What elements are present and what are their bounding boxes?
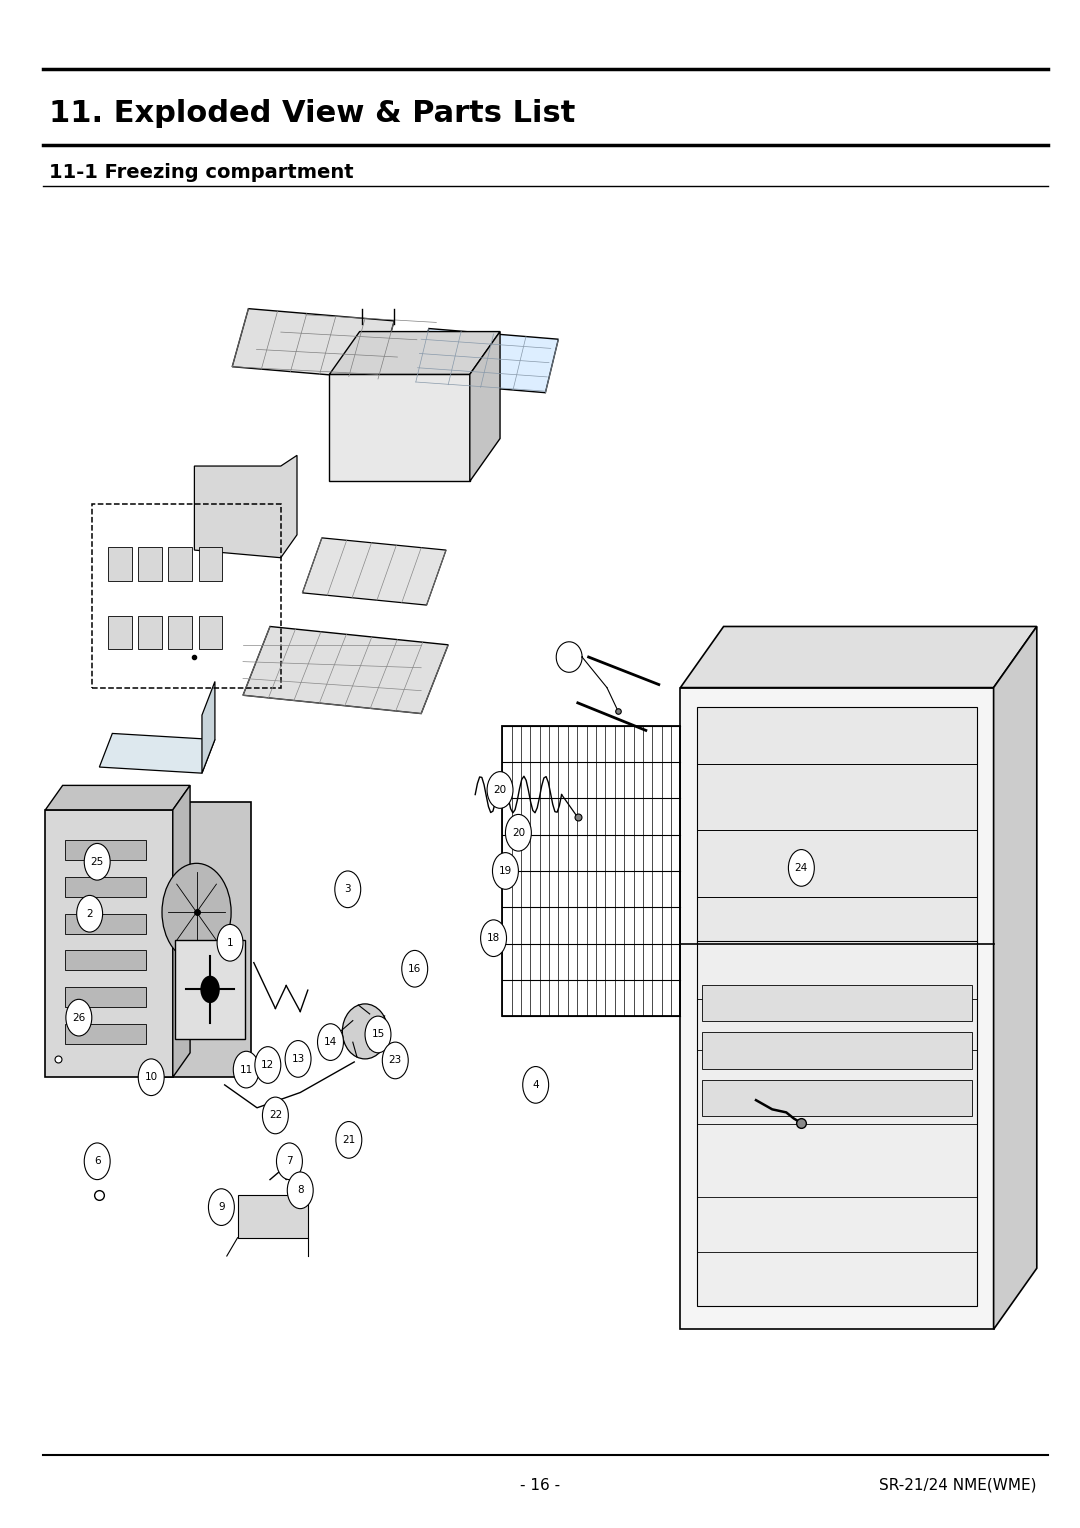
- Text: SR-21/24 NME(WME): SR-21/24 NME(WME): [879, 1478, 1037, 1493]
- Circle shape: [262, 1097, 288, 1134]
- Bar: [92, 504, 281, 688]
- Text: 21: 21: [342, 1135, 355, 1144]
- Circle shape: [77, 895, 103, 932]
- Circle shape: [201, 976, 220, 1002]
- Text: 25: 25: [91, 857, 104, 866]
- Polygon shape: [994, 626, 1037, 1329]
- Polygon shape: [194, 455, 297, 558]
- Bar: [65, 987, 146, 1007]
- Circle shape: [481, 920, 507, 957]
- Text: 1: 1: [227, 938, 233, 947]
- Polygon shape: [202, 681, 215, 773]
- Bar: [168, 616, 192, 649]
- Bar: [329, 374, 470, 481]
- Circle shape: [285, 1041, 311, 1077]
- Bar: [175, 940, 245, 1039]
- Polygon shape: [329, 332, 500, 374]
- Text: - 16 -: - 16 -: [519, 1478, 561, 1493]
- Circle shape: [233, 1051, 259, 1088]
- Text: 11. Exploded View & Parts List: 11. Exploded View & Parts List: [49, 99, 575, 128]
- Circle shape: [276, 1143, 302, 1180]
- Bar: [65, 840, 146, 860]
- Bar: [702, 1031, 972, 1068]
- Bar: [138, 616, 162, 649]
- Text: 19: 19: [499, 866, 512, 876]
- Circle shape: [365, 1016, 391, 1053]
- Text: 16: 16: [408, 964, 421, 973]
- Circle shape: [335, 871, 361, 908]
- Bar: [199, 616, 222, 649]
- Text: 26: 26: [72, 1013, 85, 1022]
- Bar: [702, 1080, 972, 1117]
- Polygon shape: [470, 332, 500, 481]
- Circle shape: [162, 863, 231, 961]
- Bar: [697, 707, 977, 944]
- Text: 4: 4: [532, 1080, 539, 1089]
- Polygon shape: [302, 538, 446, 605]
- Circle shape: [382, 1042, 408, 1079]
- Text: 3: 3: [345, 885, 351, 894]
- Bar: [65, 950, 146, 970]
- Bar: [238, 1195, 308, 1238]
- Bar: [65, 1024, 146, 1044]
- Polygon shape: [99, 733, 215, 773]
- Bar: [45, 810, 173, 1077]
- Circle shape: [208, 1189, 234, 1225]
- Circle shape: [523, 1067, 549, 1103]
- Text: 13: 13: [292, 1054, 305, 1063]
- Circle shape: [138, 1059, 164, 1096]
- Bar: [199, 547, 222, 581]
- Text: 12: 12: [261, 1060, 274, 1070]
- Bar: [697, 941, 977, 1306]
- Text: 15: 15: [372, 1030, 384, 1039]
- Circle shape: [66, 999, 92, 1036]
- Polygon shape: [232, 309, 394, 379]
- Bar: [108, 547, 132, 581]
- Bar: [138, 547, 162, 581]
- Polygon shape: [416, 329, 558, 393]
- Polygon shape: [173, 785, 190, 1077]
- Bar: [702, 984, 972, 1021]
- Text: 20: 20: [494, 785, 507, 795]
- Text: 23: 23: [389, 1056, 402, 1065]
- Text: 8: 8: [297, 1186, 303, 1195]
- Circle shape: [84, 843, 110, 880]
- Bar: [108, 616, 132, 649]
- Text: 9: 9: [218, 1203, 225, 1212]
- Bar: [65, 877, 146, 897]
- Text: 11-1 Freezing compartment: 11-1 Freezing compartment: [49, 163, 353, 182]
- Circle shape: [492, 853, 518, 889]
- Circle shape: [287, 1172, 313, 1209]
- Text: 6: 6: [94, 1157, 100, 1166]
- Text: 24: 24: [795, 863, 808, 872]
- Circle shape: [788, 850, 814, 886]
- Polygon shape: [45, 785, 190, 810]
- Text: 2: 2: [86, 909, 93, 918]
- Bar: [168, 547, 192, 581]
- Circle shape: [255, 1047, 281, 1083]
- Bar: [502, 726, 680, 1016]
- Circle shape: [318, 1024, 343, 1060]
- Circle shape: [402, 950, 428, 987]
- Circle shape: [84, 1143, 110, 1180]
- Bar: [65, 914, 146, 934]
- Ellipse shape: [342, 1004, 388, 1059]
- Text: 7: 7: [286, 1157, 293, 1166]
- Bar: [143, 802, 251, 1077]
- Text: 14: 14: [324, 1038, 337, 1047]
- Text: 20: 20: [512, 828, 525, 837]
- Polygon shape: [243, 626, 448, 714]
- Circle shape: [336, 1122, 362, 1158]
- Bar: [680, 688, 994, 1329]
- Text: 11: 11: [240, 1065, 253, 1074]
- Polygon shape: [680, 626, 1037, 688]
- Circle shape: [505, 814, 531, 851]
- Text: 18: 18: [487, 934, 500, 943]
- Text: 10: 10: [145, 1073, 158, 1082]
- Text: 22: 22: [269, 1111, 282, 1120]
- Circle shape: [487, 772, 513, 808]
- Circle shape: [217, 924, 243, 961]
